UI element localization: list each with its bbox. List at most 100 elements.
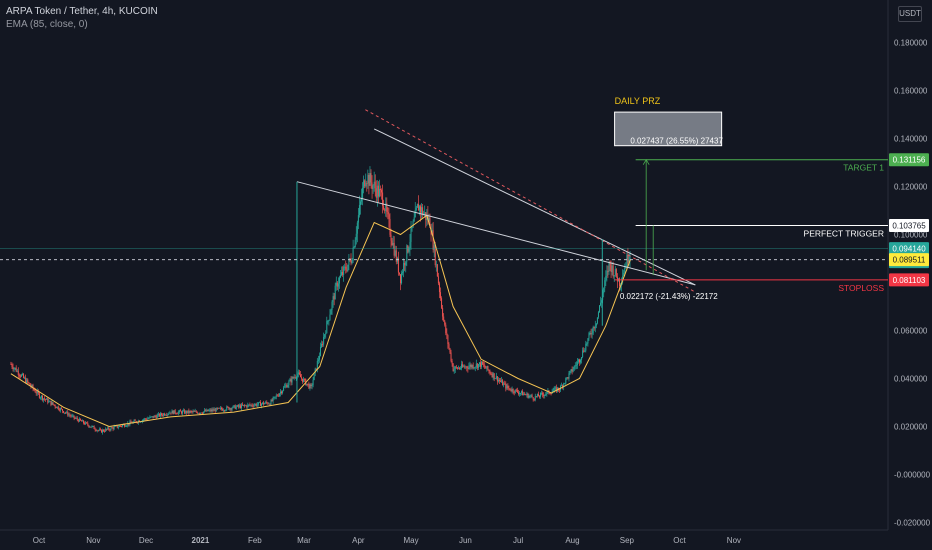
candle-body [124,424,126,427]
candle-body [217,407,219,409]
candle-body [203,411,205,414]
candle-body [371,182,373,190]
candle-body [127,423,129,426]
x-tick-label: Apr [352,536,365,545]
candle-body [15,367,17,372]
candle-body [369,173,371,186]
candle-body [27,379,29,383]
candle-body [595,323,597,326]
candle-body [267,402,269,405]
candle-body [188,410,190,413]
candle-body [62,409,64,412]
candle-body [444,320,446,325]
candle-body [375,188,377,198]
candle-body [246,405,248,408]
candle-body [489,371,491,374]
candle-body [48,400,50,403]
candle-body [202,413,204,414]
candle-body [242,404,244,406]
candle-body [341,272,343,276]
candle-body [436,264,438,277]
candle-body [88,425,90,427]
candle-body [367,174,369,184]
candle-body [338,277,340,284]
candle-body [18,375,20,376]
candle-body [590,332,592,335]
candle-body [115,425,117,427]
candle-body [586,343,588,345]
candle-body [192,411,194,412]
candle-body [503,383,505,386]
candle-body [596,317,598,324]
candle-body [95,429,97,431]
candle-body [508,388,510,389]
candle-body [505,383,507,389]
candle-body [11,364,13,367]
candle-body [435,264,437,266]
candle-body [527,393,529,398]
candle-body [565,378,567,384]
candle-body [421,207,423,213]
candle-body [451,360,453,364]
candle-body [461,364,463,369]
candle-body [175,413,177,414]
candle-body [516,390,518,393]
candle-body [85,422,87,425]
candle-body [191,411,193,413]
candle-body [229,408,231,410]
candle-body [383,206,385,210]
candle-body [289,379,291,382]
candle-body [155,416,157,418]
candle-body [415,207,417,210]
candle-body [624,267,626,273]
candle-body [614,268,616,276]
candle-body [364,180,366,187]
candle-body [515,389,517,391]
candle-body [472,365,474,369]
candle-body [373,181,375,186]
x-tick-label: Dec [139,536,153,545]
candle-body [123,424,125,426]
candle-body [605,275,607,281]
candle-body [130,421,132,423]
y-tick-label: 0.040000 [894,375,928,384]
candle-body [211,409,213,412]
candle-body [32,385,34,389]
candle-body [276,395,278,397]
candle-body [446,333,448,336]
candle-body [334,285,336,300]
candle-body [147,418,149,420]
candle-body [230,408,232,410]
currency-button[interactable]: USDT [898,6,922,22]
candle-body [587,338,589,344]
y-tick-label: 0.020000 [894,423,928,432]
candle-body [134,420,136,422]
candle-body [319,346,321,357]
candle-body [361,198,363,202]
price-badge-bg [889,218,929,232]
candle-body [219,407,221,409]
candle-body [25,377,27,383]
candle-body [301,377,303,379]
candle-body [626,254,628,268]
candle-body [249,404,251,406]
candle-body [611,265,613,273]
candle-body [594,325,596,329]
candle-body [310,384,312,386]
candle-body [308,383,310,389]
candle-body [50,400,52,405]
candle-body [600,302,602,306]
y-tick-label: -0.000000 [894,471,931,480]
candle-body [205,410,207,412]
candle-body [358,204,360,216]
candle-body [193,411,195,412]
candle-body [28,382,30,384]
candle-body [37,391,39,394]
candle-body [108,427,110,430]
candle-body [575,365,577,366]
candle-body [136,422,138,424]
candle-body [517,392,519,394]
candle-body [572,369,574,372]
x-tick-label: Nov [86,536,100,545]
